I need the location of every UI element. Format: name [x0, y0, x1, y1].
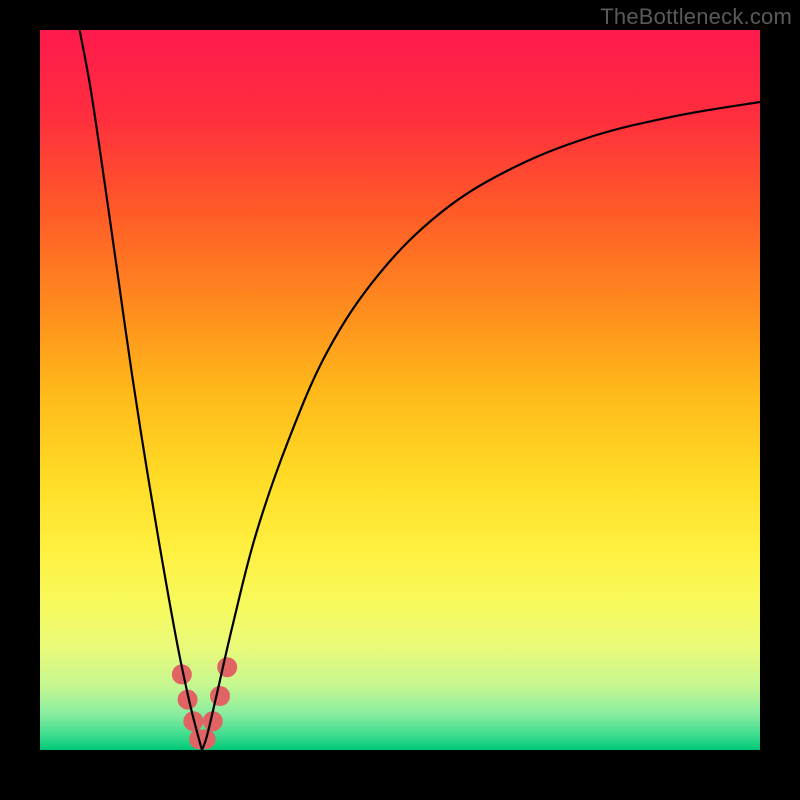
data-marker [217, 657, 237, 677]
bottleneck-plot [0, 0, 800, 800]
gradient-background [40, 30, 760, 750]
chart-container: TheBottleneck.com [0, 0, 800, 800]
watermark-text: TheBottleneck.com [600, 4, 792, 30]
data-marker [210, 686, 230, 706]
